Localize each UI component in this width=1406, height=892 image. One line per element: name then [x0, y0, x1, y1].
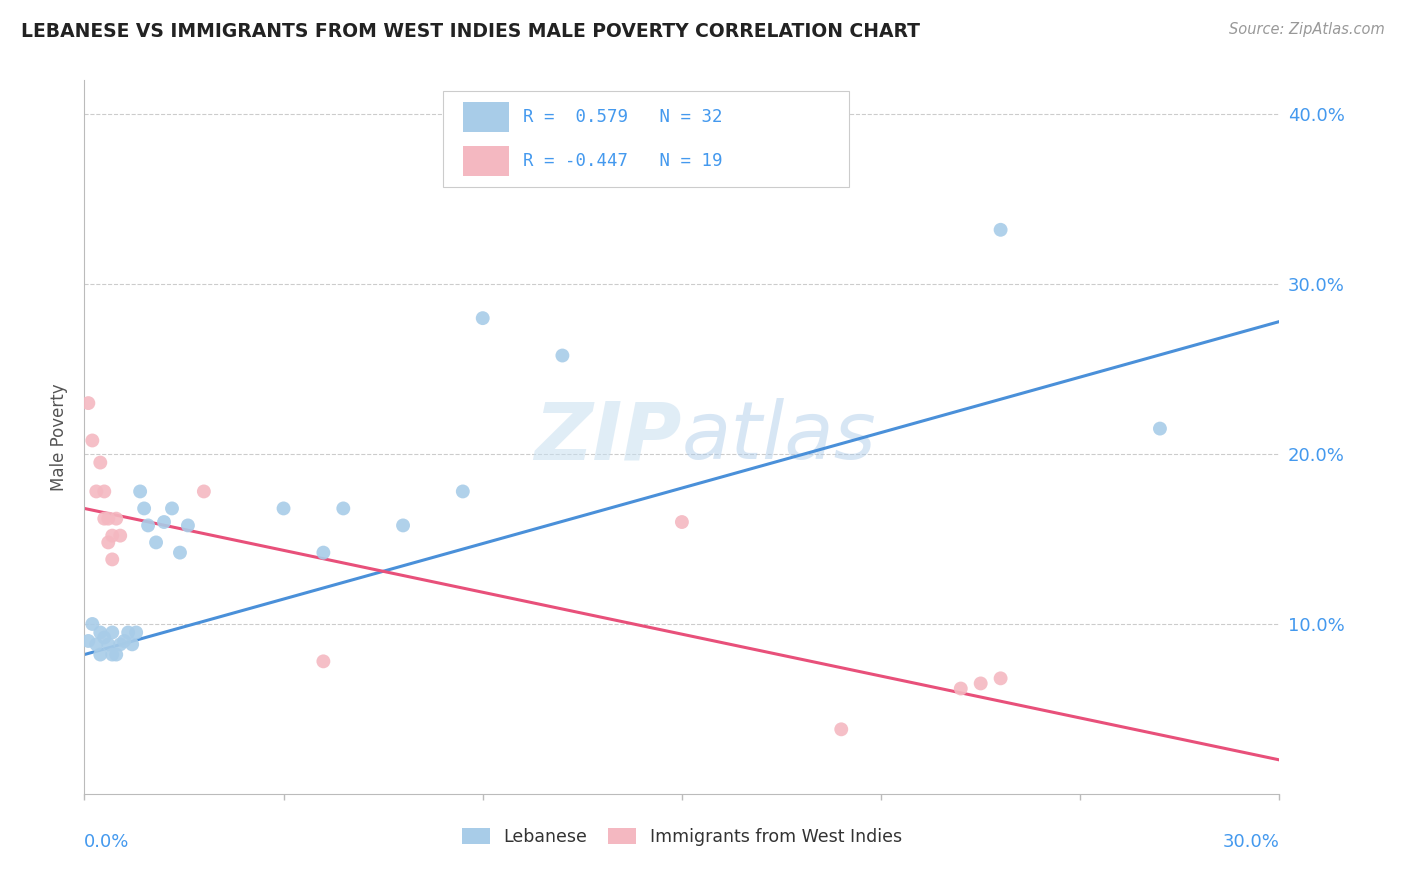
Point — [132, 501, 156, 516]
Point — [145, 535, 167, 549]
Point — [77, 396, 100, 410]
Point — [1149, 421, 1171, 435]
Point — [949, 681, 972, 696]
Point — [93, 484, 115, 499]
Point — [82, 434, 104, 448]
Point — [77, 634, 100, 648]
Point — [136, 518, 159, 533]
Point — [121, 637, 143, 651]
Point — [97, 511, 120, 525]
Point — [551, 349, 574, 363]
Point — [312, 654, 335, 668]
Point — [990, 671, 1012, 685]
Point — [193, 484, 215, 499]
Point — [110, 528, 132, 542]
Point — [129, 484, 152, 499]
Y-axis label: Male Poverty: Male Poverty — [51, 384, 69, 491]
Point — [105, 511, 128, 525]
Point — [101, 552, 124, 566]
Text: ZIP: ZIP — [534, 398, 682, 476]
Point — [970, 676, 993, 690]
Text: 30.0%: 30.0% — [1223, 833, 1279, 851]
Point — [101, 528, 124, 542]
Point — [89, 456, 111, 470]
Point — [89, 648, 111, 662]
Text: LEBANESE VS IMMIGRANTS FROM WEST INDIES MALE POVERTY CORRELATION CHART: LEBANESE VS IMMIGRANTS FROM WEST INDIES … — [21, 22, 920, 41]
Point — [93, 631, 115, 645]
Point — [125, 625, 148, 640]
Point — [471, 311, 494, 326]
Point — [101, 625, 124, 640]
Point — [169, 546, 191, 560]
Text: 0.0%: 0.0% — [84, 833, 129, 851]
Point — [86, 484, 108, 499]
Point — [830, 723, 852, 737]
Point — [177, 518, 200, 533]
Point — [117, 625, 139, 640]
Point — [105, 648, 128, 662]
Point — [451, 484, 474, 499]
Text: Source: ZipAtlas.com: Source: ZipAtlas.com — [1229, 22, 1385, 37]
Text: R = -0.447   N = 19: R = -0.447 N = 19 — [523, 153, 723, 170]
Point — [101, 648, 124, 662]
FancyBboxPatch shape — [443, 91, 849, 187]
Point — [160, 501, 183, 516]
Point — [97, 535, 120, 549]
Point — [89, 625, 111, 640]
Point — [312, 546, 335, 560]
Point — [332, 501, 354, 516]
Text: atlas: atlas — [682, 398, 877, 476]
Text: R =  0.579   N = 32: R = 0.579 N = 32 — [523, 108, 723, 126]
Point — [93, 511, 115, 525]
Point — [392, 518, 415, 533]
Point — [97, 637, 120, 651]
Point — [671, 515, 693, 529]
Point — [82, 617, 104, 632]
Bar — [463, 102, 509, 132]
Legend: Lebanese, Immigrants from West Indies: Lebanese, Immigrants from West Indies — [461, 828, 903, 846]
Point — [110, 637, 132, 651]
Bar — [463, 146, 509, 177]
Point — [86, 637, 108, 651]
Point — [273, 501, 295, 516]
Point — [990, 223, 1012, 237]
Point — [153, 515, 176, 529]
Point — [112, 634, 135, 648]
